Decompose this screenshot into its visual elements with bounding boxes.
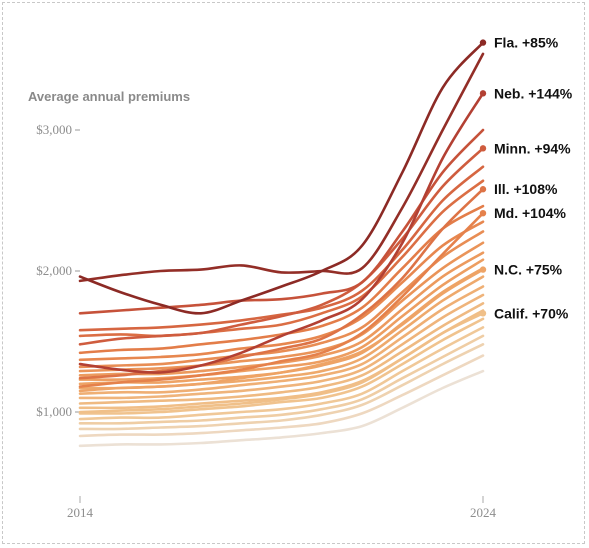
series-line — [78, 354, 485, 438]
series-line — [78, 309, 485, 410]
series-end-point — [479, 209, 487, 217]
series-line — [78, 204, 485, 355]
series-line — [78, 369, 485, 448]
x-tick-label: 2024 — [470, 505, 497, 520]
y-axis: $1,000 $2,000 $3,000 — [36, 122, 80, 419]
series-line — [78, 334, 485, 425]
series-line — [78, 285, 485, 395]
series-line — [78, 326, 485, 421]
series-end-label: Calif. +70% — [494, 305, 569, 321]
end-labels: Fla. +85% Neb. +144% Minn. +94% Ill. +108% M… — [494, 35, 573, 322]
series-end-label: Minn. +94% — [494, 140, 571, 156]
y-tick-label: $1,000 — [36, 404, 72, 419]
series-line — [78, 41, 485, 315]
series-line — [78, 266, 485, 386]
series-line — [78, 317, 485, 415]
series-end-point — [479, 90, 487, 97]
series-end-point — [479, 39, 487, 46]
series-line — [78, 147, 485, 346]
y-tick-label: $2,000 — [36, 263, 72, 278]
series-end-label: N.C. +75% — [494, 262, 563, 278]
series-line — [78, 211, 485, 388]
series-line — [78, 302, 485, 405]
series-end-point — [479, 145, 487, 152]
series-lines — [78, 39, 487, 448]
y-tick-label: $3,000 — [36, 122, 72, 137]
series-line — [78, 230, 485, 369]
x-tick-label: 2014 — [67, 505, 94, 520]
series-end-label: Neb. +144% — [494, 85, 573, 101]
series-line — [78, 258, 485, 381]
series-line — [78, 293, 485, 400]
chart-frame — [2, 2, 585, 544]
series-end-point — [479, 186, 487, 193]
series-line — [78, 251, 485, 377]
y-axis-title: Average annual premiums — [28, 89, 190, 104]
series-line — [78, 92, 485, 374]
series-line — [78, 241, 485, 373]
series-line — [78, 220, 485, 362]
series-end-label: Md. +104% — [494, 205, 567, 221]
series-line — [78, 128, 485, 315]
series-line — [78, 165, 485, 332]
x-axis: 2014 2024 — [67, 496, 497, 520]
series-end-label: Ill. +108% — [494, 181, 558, 197]
series-line — [78, 52, 485, 283]
series-line — [78, 343, 485, 431]
series-end-label: Fla. +85% — [494, 35, 559, 51]
